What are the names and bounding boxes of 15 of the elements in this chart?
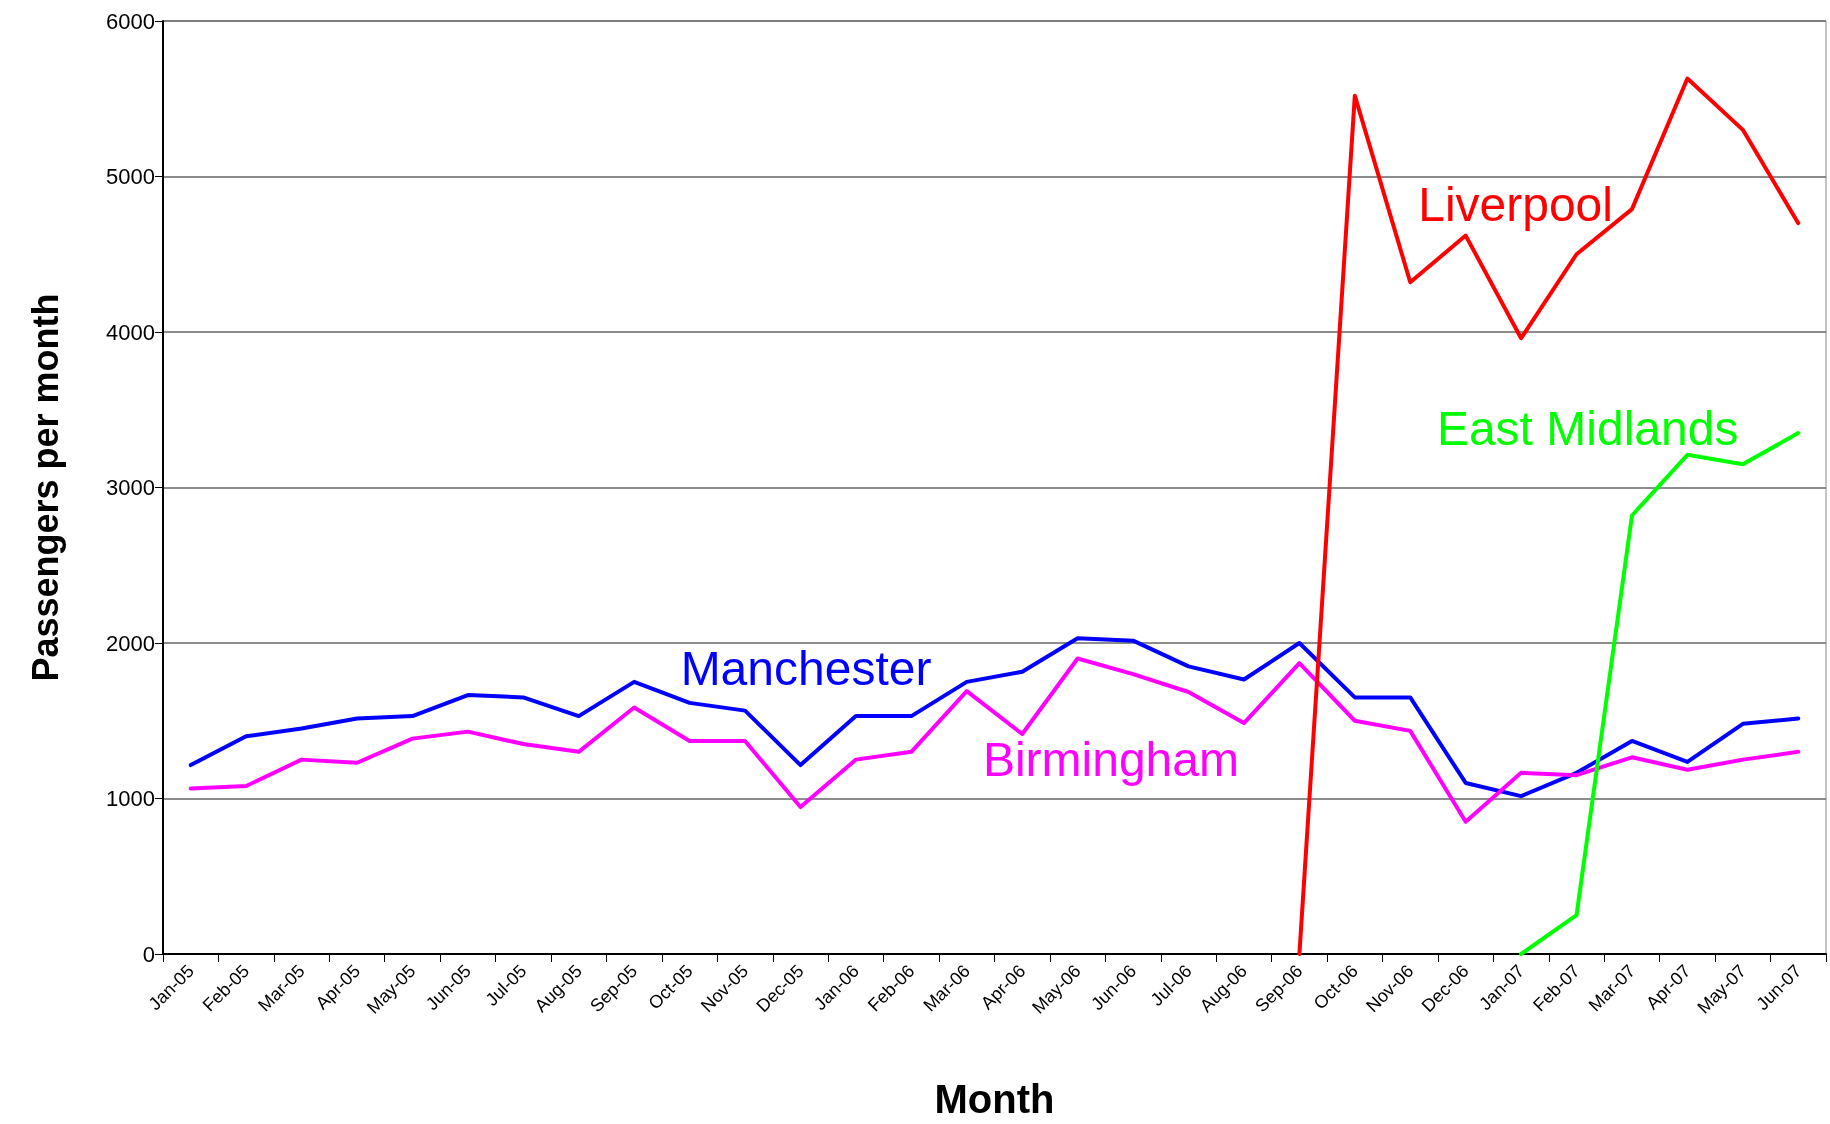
y-tick-label: 4000 — [106, 319, 155, 345]
y-tick-label: 2000 — [106, 630, 155, 656]
line-series — [188, 636, 1801, 799]
y-tick-label: 3000 — [106, 475, 155, 500]
series-label: Liverpool — [1418, 177, 1613, 231]
series-label: Manchester — [680, 642, 932, 695]
y-tick-label: 1000 — [106, 786, 155, 811]
y-axis-title: Passengers per month — [24, 293, 66, 682]
series-label: Birmingham — [982, 732, 1239, 786]
y-tick-label: 0 — [142, 941, 155, 967]
x-axis-title: Month — [934, 1077, 1055, 1121]
series-label: East Midlands — [1436, 401, 1739, 455]
y-tick-label: 5000 — [106, 164, 155, 189]
y-tick-label: 6000 — [106, 8, 155, 34]
line-series — [1297, 76, 1801, 956]
